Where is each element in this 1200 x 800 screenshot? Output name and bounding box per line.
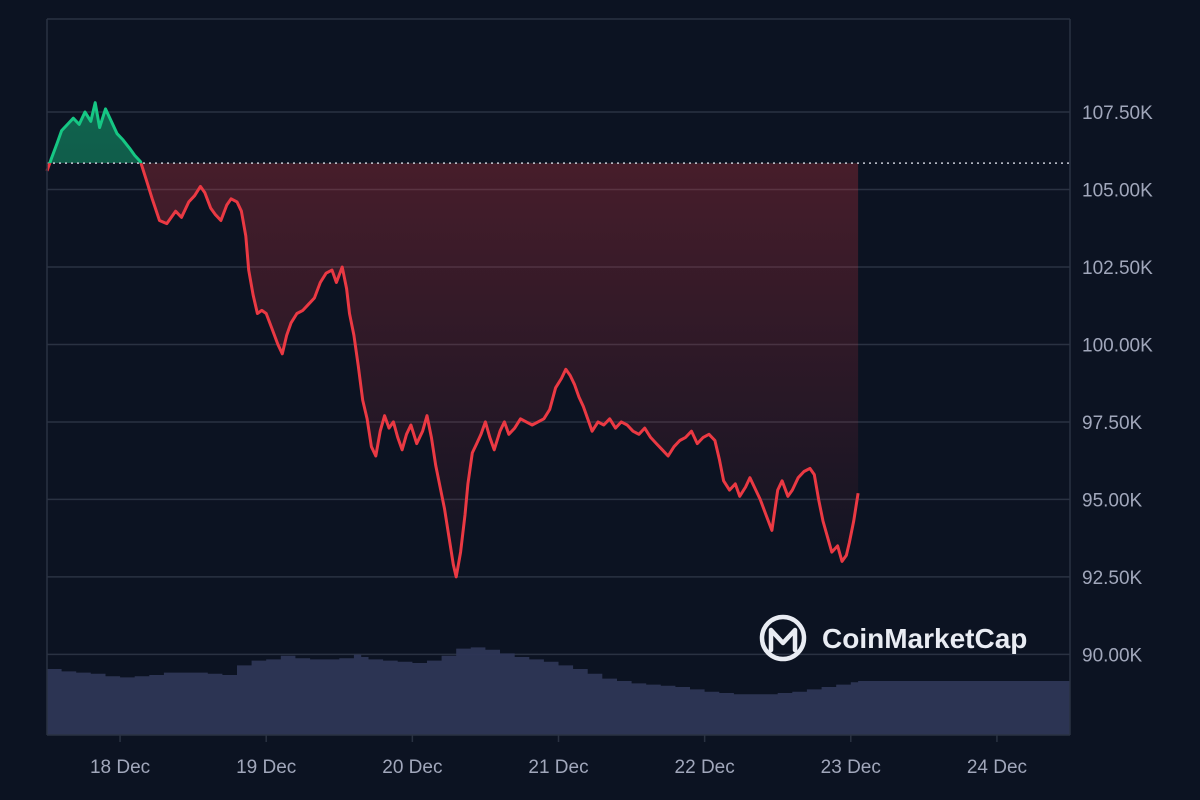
- price-line: [45, 101, 860, 579]
- x-tick-label: 24 Dec: [967, 757, 1027, 778]
- y-axis-ticks: 107.50K 105.00K 102.50K 100.00K 97.50K 95.00K…: [1082, 103, 1153, 666]
- price-fill: [47, 102, 859, 577]
- x-tick-label: 20 Dec: [382, 757, 442, 778]
- y-tick-label: 95.00K: [1082, 490, 1143, 511]
- price-fill-up: [47, 102, 859, 164]
- y-tick-label: 92.50K: [1082, 568, 1143, 589]
- x-tick-label: 23 Dec: [821, 757, 881, 778]
- y-tick-label: 107.50K: [1082, 103, 1153, 124]
- coinmarketcap-logo-icon: [759, 614, 807, 662]
- y-tick-label: 102.50K: [1082, 258, 1153, 279]
- x-tick-label: 22 Dec: [675, 757, 735, 778]
- x-tick-label: 21 Dec: [528, 757, 588, 778]
- volume-area: [47, 647, 1070, 735]
- x-tick-label: 19 Dec: [236, 757, 296, 778]
- price-fill-down: [47, 163, 859, 577]
- brand-watermark: CoinMarketCap: [759, 614, 1027, 662]
- x-axis-ticks: 18 Dec 19 Dec 20 Dec 21 Dec 22 Dec 23 Dec 24 D…: [90, 735, 1027, 778]
- price-line-down: [45, 163, 860, 579]
- y-tick-label: 97.50K: [1082, 413, 1143, 434]
- x-tick-label: 18 Dec: [90, 757, 150, 778]
- y-tick-label: 105.00K: [1082, 180, 1153, 201]
- y-tick-label: 90.00K: [1082, 645, 1143, 666]
- y-tick-label: 100.00K: [1082, 335, 1153, 356]
- brand-name: CoinMarketCap: [822, 623, 1027, 654]
